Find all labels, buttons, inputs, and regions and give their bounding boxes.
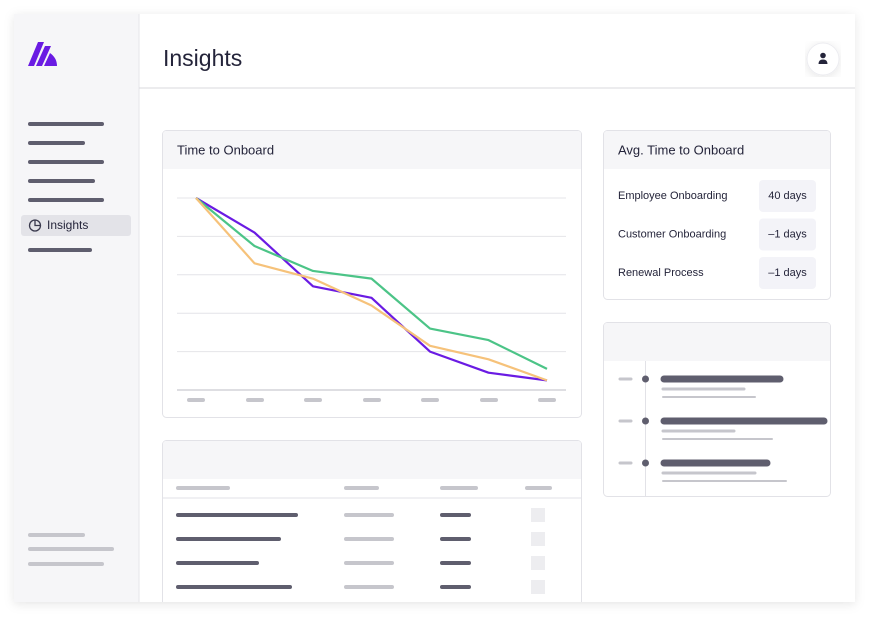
- timeline-items: [618, 375, 828, 482]
- value-pill: [759, 218, 816, 251]
- avatar-button[interactable]: [806, 42, 840, 76]
- line-series: [195, 197, 548, 382]
- card-header: [163, 131, 581, 169]
- row-value: 40 days: [768, 190, 807, 202]
- table-checkboxes: [531, 508, 545, 594]
- card-header: [604, 323, 830, 361]
- sidebar: [14, 14, 139, 602]
- nav-item[interactable]: Insights: [47, 218, 88, 232]
- insights-icon: [28, 219, 42, 232]
- row-value: –1 days: [768, 228, 807, 240]
- value-pill: [759, 180, 816, 212]
- table-card: [162, 440, 582, 602]
- row-label: Employee Onboarding: [618, 190, 727, 202]
- card-title: Time to Onboard: [177, 142, 274, 157]
- line-series: [195, 197, 548, 382]
- row-label: Renewal Process: [618, 267, 704, 279]
- row-label: Customer Onboarding: [618, 228, 726, 240]
- card-title: Avg. Time to Onboard: [618, 142, 744, 157]
- table-row-placeholders: [176, 513, 471, 589]
- line-chart: [177, 197, 566, 391]
- sidebar-footer-placeholders: [28, 533, 114, 566]
- line-series: [195, 197, 548, 370]
- card-header: [163, 441, 581, 479]
- page-title: Insights: [163, 45, 242, 71]
- timeline-card: [603, 322, 831, 497]
- row-value: –1 days: [768, 267, 807, 279]
- logo: [28, 42, 57, 66]
- card-header: [604, 131, 830, 169]
- avatar-icon: [818, 52, 828, 64]
- value-pill: [759, 257, 816, 289]
- chart-card: [162, 130, 582, 418]
- nav-placeholders: [28, 122, 104, 252]
- nav-active-bg[interactable]: [21, 215, 131, 236]
